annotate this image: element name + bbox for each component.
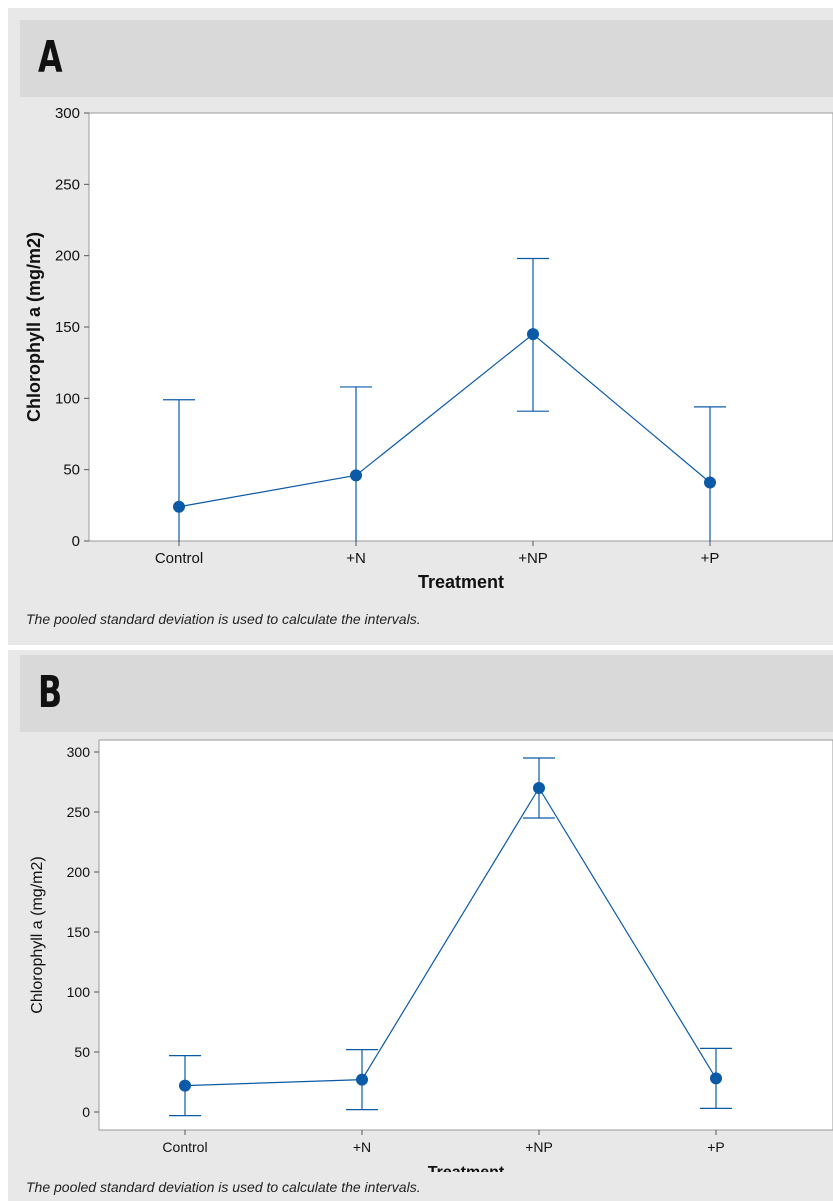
panel-a: A 0 50 100 150 200 250 300 Control +N +NP +P Treatm…	[8, 8, 833, 645]
y-tick-label: 100	[55, 390, 80, 407]
chart-a: 0 50 100 150 200 250 300 Control +N +NP +P Treatmen…	[24, 105, 833, 592]
data-point	[356, 1073, 368, 1086]
y-tick-label: 200	[67, 864, 91, 880]
plot-area	[88, 112, 833, 542]
y-tick-label: 250	[55, 176, 80, 193]
y-axis-label: Chlorophyll a (mg/m2)	[24, 232, 44, 422]
panel-b-header: B	[20, 655, 833, 732]
data-point	[533, 782, 545, 794]
panel-a-letter: A	[38, 32, 63, 83]
panel-b-letter: B	[38, 667, 63, 718]
data-point	[527, 328, 539, 341]
panel-b: B 0 50 100 150 200 250 300 Control +N +NP +P Treatm…	[8, 650, 833, 1201]
data-point	[710, 1072, 722, 1085]
series-line	[184, 786, 717, 1087]
y-tick-label: 150	[67, 924, 91, 940]
x-tick-label: +N	[353, 1139, 371, 1155]
y-tick-label: 50	[63, 462, 80, 479]
data-point	[179, 1079, 191, 1092]
y-tick-label: 0	[82, 1104, 90, 1120]
panel-b-note: The pooled standard deviation is used to…	[26, 1179, 421, 1195]
y-tick-label: 0	[72, 533, 80, 550]
y-axis-label: Chlorophyll a (mg/m2)	[29, 856, 46, 1013]
y-tick-label: 200	[55, 248, 80, 265]
y-tick-label: 300	[67, 744, 91, 760]
panel-a-note: The pooled standard deviation is used to…	[26, 611, 421, 627]
data-point	[704, 476, 716, 489]
x-tick-label: Control	[162, 1139, 207, 1155]
x-tick-label: +NP	[525, 1139, 553, 1155]
data-point	[350, 469, 362, 482]
y-tick-label: 100	[67, 984, 91, 1000]
chart-b: 0 50 100 150 200 250 300 Control +N +NP +P Treatmen…	[29, 739, 833, 1172]
panel-a-header: A	[20, 20, 833, 97]
plot-area	[98, 739, 833, 1131]
y-tick-label: 300	[55, 105, 80, 122]
x-axis-label: Treatment	[418, 572, 504, 592]
y-tick-label: 50	[74, 1044, 90, 1060]
series-line	[178, 333, 711, 508]
x-tick-label: +N	[346, 550, 366, 567]
x-axis-label: Treatment	[428, 1164, 505, 1172]
y-tick-label: 150	[55, 319, 80, 336]
x-tick-label: Control	[155, 550, 203, 567]
x-tick-label: +NP	[518, 550, 548, 567]
y-tick-label: 250	[67, 804, 91, 820]
data-point	[173, 500, 185, 513]
x-tick-label: +P	[707, 1139, 725, 1155]
x-tick-label: +P	[701, 550, 720, 567]
